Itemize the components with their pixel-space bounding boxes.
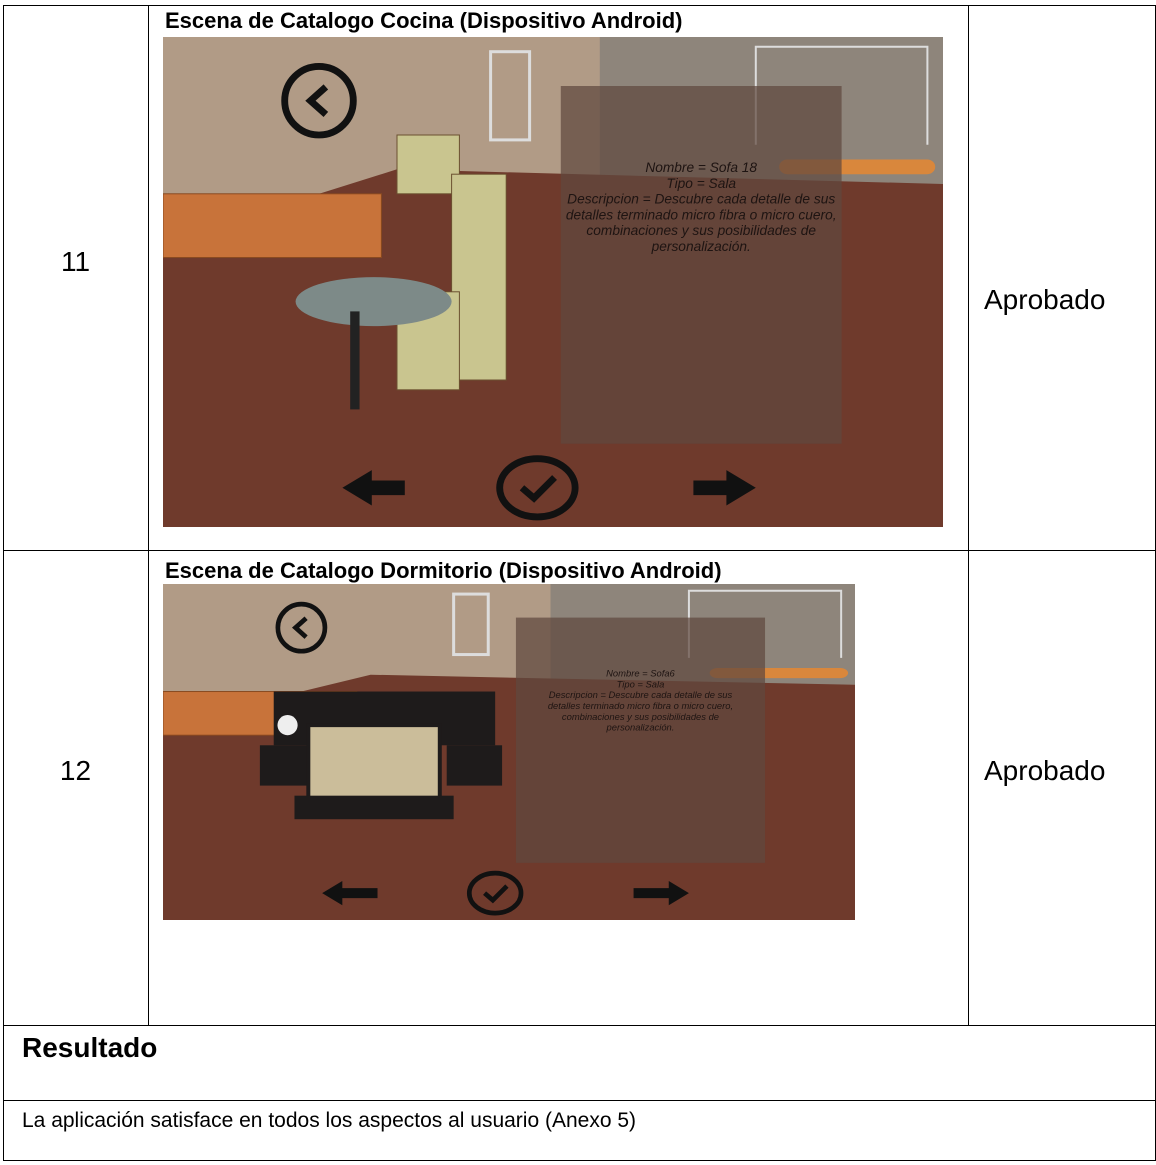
- result-text: La aplicación satisface en todos los asp…: [22, 1109, 637, 1132]
- info-text: personalización.: [651, 239, 751, 254]
- lamp: [277, 715, 298, 736]
- next-arrow: [693, 470, 756, 506]
- back-button: [281, 62, 357, 139]
- confirm-button: [496, 455, 579, 521]
- counter: [163, 193, 382, 259]
- border: [3, 1025, 1156, 1026]
- border: [3, 5, 1156, 6]
- table-leg: [350, 311, 360, 410]
- border: [148, 5, 149, 1025]
- window: [452, 592, 490, 657]
- info-panel: [560, 86, 842, 444]
- status: Aprobado: [984, 755, 1106, 786]
- scene-title: Escena de Catalogo Dormitorio (Dispositi…: [165, 558, 722, 583]
- info-text: Nombre = Sofa6: [606, 668, 675, 679]
- nightstand: [259, 745, 316, 786]
- info-text: Descripcion = Descubre cada detalle de s…: [549, 689, 733, 700]
- border: [3, 5, 4, 1161]
- confirm-icon: [483, 884, 509, 904]
- prev-arrow: [342, 470, 405, 506]
- info-text: combinaciones y sus posibilidades de: [562, 711, 719, 722]
- nightstand: [446, 745, 503, 786]
- back-button: [275, 601, 328, 654]
- cabinet: [451, 173, 507, 381]
- cabinet: [396, 134, 460, 195]
- info-panel: [515, 617, 766, 863]
- confirm-button: [466, 870, 524, 916]
- prev-arrow: [322, 881, 378, 906]
- row-id: 11: [60, 246, 91, 277]
- info-text: detalles terminado micro fibra o micro c…: [566, 207, 837, 222]
- confirm-icon: [519, 475, 557, 503]
- scene-title: Escena de Catalogo Cocina (Dispositivo A…: [165, 8, 683, 33]
- border: [3, 550, 1156, 551]
- border: [968, 5, 969, 1025]
- info-text: personalización.: [606, 722, 675, 733]
- border: [3, 1100, 1156, 1101]
- countertop: [295, 277, 452, 327]
- info-text: Tipo = Sala: [617, 678, 665, 689]
- back-icon: [291, 616, 308, 639]
- back-icon: [305, 84, 329, 117]
- border: [3, 1160, 1156, 1161]
- info-text: Tipo = Sala: [666, 176, 736, 191]
- next-arrow: [633, 881, 689, 906]
- window: [489, 50, 532, 142]
- bed: [306, 723, 442, 808]
- info-text: combinaciones y sus posibilidades de: [586, 223, 816, 238]
- row-id: 12: [59, 755, 92, 786]
- result-heading: Resultado: [22, 1032, 158, 1063]
- bed-frame: [294, 795, 454, 820]
- status: Aprobado: [984, 284, 1106, 315]
- info-text: Descripcion = Descubre cada detalle de s…: [567, 192, 835, 207]
- info-text: Nombre = Sofa 18: [645, 160, 757, 175]
- info-text: detalles terminado micro fibra o micro c…: [548, 700, 733, 711]
